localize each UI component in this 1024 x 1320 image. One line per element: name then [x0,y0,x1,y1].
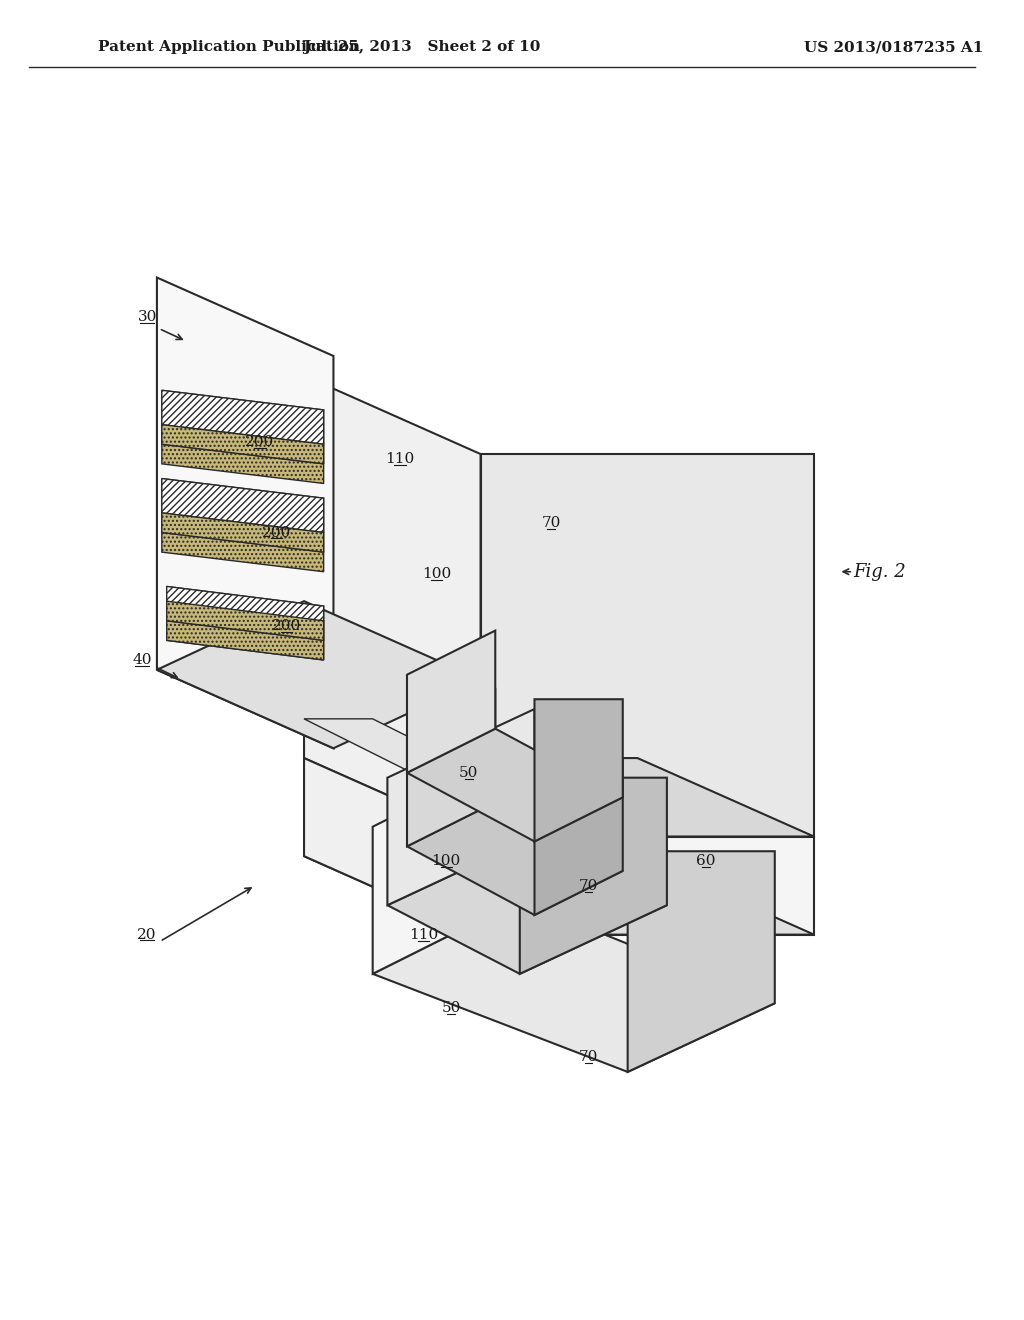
Text: 20: 20 [137,928,157,941]
Polygon shape [162,532,324,572]
Text: 110: 110 [409,928,438,941]
Polygon shape [387,837,667,974]
Polygon shape [167,586,324,660]
Text: 50: 50 [441,1001,461,1015]
Text: 200: 200 [271,619,301,632]
Text: Jul. 25, 2013   Sheet 2 of 10: Jul. 25, 2013 Sheet 2 of 10 [303,40,541,54]
Polygon shape [628,851,775,1072]
Polygon shape [535,758,623,915]
Text: Fig. 2: Fig. 2 [853,562,906,581]
Text: Patent Application Publication: Patent Application Publication [98,40,360,54]
Text: 70: 70 [579,1051,598,1064]
Text: 70: 70 [542,516,561,529]
Polygon shape [157,601,480,748]
Text: 40: 40 [132,653,152,667]
Polygon shape [304,758,814,837]
Polygon shape [520,777,667,974]
Polygon shape [407,631,496,772]
Text: 110: 110 [385,451,415,466]
Polygon shape [407,803,623,915]
Text: 100: 100 [431,854,461,869]
Polygon shape [304,719,490,777]
Polygon shape [387,709,535,906]
Text: 200: 200 [262,525,291,540]
Polygon shape [162,479,324,532]
Polygon shape [480,454,814,837]
Text: 200: 200 [246,436,274,449]
Text: 50: 50 [459,766,478,780]
Text: US 2013/0187235 A1: US 2013/0187235 A1 [804,40,984,54]
Polygon shape [304,376,480,837]
Polygon shape [480,837,814,935]
Polygon shape [162,513,324,552]
Text: 60: 60 [696,854,716,869]
Polygon shape [304,758,480,935]
Polygon shape [162,425,324,463]
Polygon shape [535,700,623,841]
Polygon shape [167,601,324,640]
Polygon shape [162,479,324,552]
Polygon shape [162,391,324,463]
Polygon shape [167,586,324,640]
Text: 70: 70 [579,879,598,892]
Polygon shape [373,754,520,974]
Polygon shape [162,445,324,483]
Polygon shape [167,620,324,660]
Polygon shape [162,391,324,445]
Text: 100: 100 [422,566,451,581]
Polygon shape [407,689,496,846]
Polygon shape [407,729,623,841]
Text: 30: 30 [137,310,157,323]
Polygon shape [157,277,334,748]
Polygon shape [304,857,814,935]
Polygon shape [373,900,775,1072]
